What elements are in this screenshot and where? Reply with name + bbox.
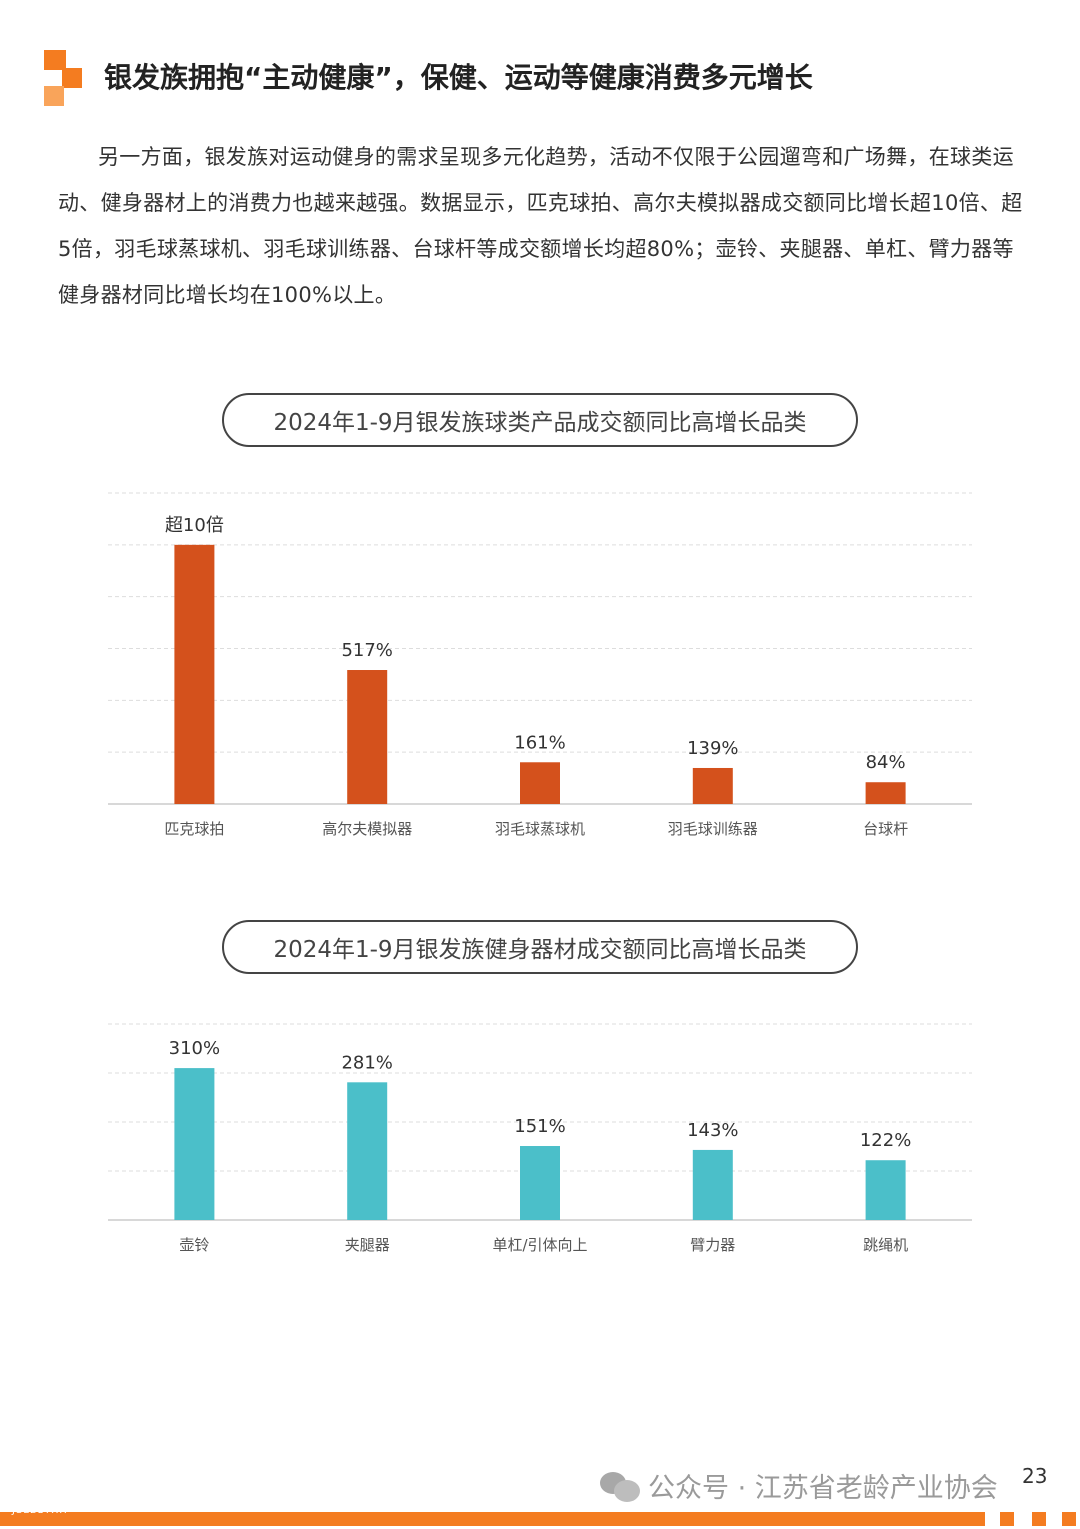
data-label: 161% <box>514 732 565 753</box>
footer-code: JSLLCYXH <box>12 1505 68 1516</box>
bar-3 <box>520 1146 560 1220</box>
bar-1 <box>174 1068 215 1220</box>
bar-2 <box>347 1082 388 1220</box>
data-label: 517% <box>341 640 392 661</box>
wechat-icon <box>600 1470 640 1502</box>
category-label: 臂力器 <box>690 1236 735 1254</box>
data-label: 超10倍 <box>165 515 224 536</box>
data-label: 143% <box>687 1120 738 1141</box>
bar-4 <box>692 1149 733 1220</box>
bar-3 <box>520 762 560 804</box>
chart-2: 310% 壶铃 281% 夹腿器 151% 单杠/引体向上 143% 臂力器 122% 跳绳机 <box>108 1023 972 1254</box>
watermark-text: 公众号 · 江苏省老龄产业协会 <box>648 1473 998 1504</box>
data-label: 310% <box>169 1038 220 1059</box>
category-label: 羽毛球蒸球机 <box>495 820 585 838</box>
bar-2 <box>347 670 388 804</box>
category-label: 壶铃 <box>179 1236 209 1254</box>
category-label: 单杠/引体向上 <box>492 1236 587 1254</box>
page-title: 银发族拥抱“主动健康”，保健、运动等健康消费多元增长 <box>104 61 813 94</box>
chart-2-title: 2024年1-9月银发族健身器材成交额同比高增长品类 <box>222 920 858 974</box>
category-label: 匹克球拍 <box>164 820 224 838</box>
logo-mark-icon <box>44 50 84 106</box>
bar-1 <box>174 544 215 804</box>
bar-4 <box>692 767 733 804</box>
category-label: 台球杆 <box>863 820 908 838</box>
category-label: 夹腿器 <box>345 1236 390 1254</box>
bar-5 <box>865 782 906 804</box>
data-label: 122% <box>860 1130 911 1151</box>
data-label: 151% <box>514 1116 565 1137</box>
footer-square <box>1000 1512 1014 1526</box>
footer-bar <box>0 1512 985 1526</box>
footer-square <box>1062 1512 1076 1526</box>
data-label: 281% <box>341 1052 392 1073</box>
bar-5 <box>865 1160 906 1220</box>
footer-square <box>1032 1512 1046 1526</box>
page-number: 23 <box>1022 1464 1048 1488</box>
category-label: 羽毛球训练器 <box>668 820 758 838</box>
intro-paragraph: 另一方面，银发族对运动健身的需求呈现多元化趋势，活动不仅限于公园遛弯和广场舞，在… <box>58 145 1023 307</box>
data-label: 84% <box>866 752 906 773</box>
data-label: 139% <box>687 738 738 759</box>
watermark: 公众号 · 江苏省老龄产业协会 <box>600 1466 998 1505</box>
category-label: 跳绳机 <box>863 1236 908 1254</box>
category-label: 高尔夫模拟器 <box>322 820 412 838</box>
chart-1-title: 2024年1-9月银发族球类产品成交额同比高增长品类 <box>222 393 858 447</box>
